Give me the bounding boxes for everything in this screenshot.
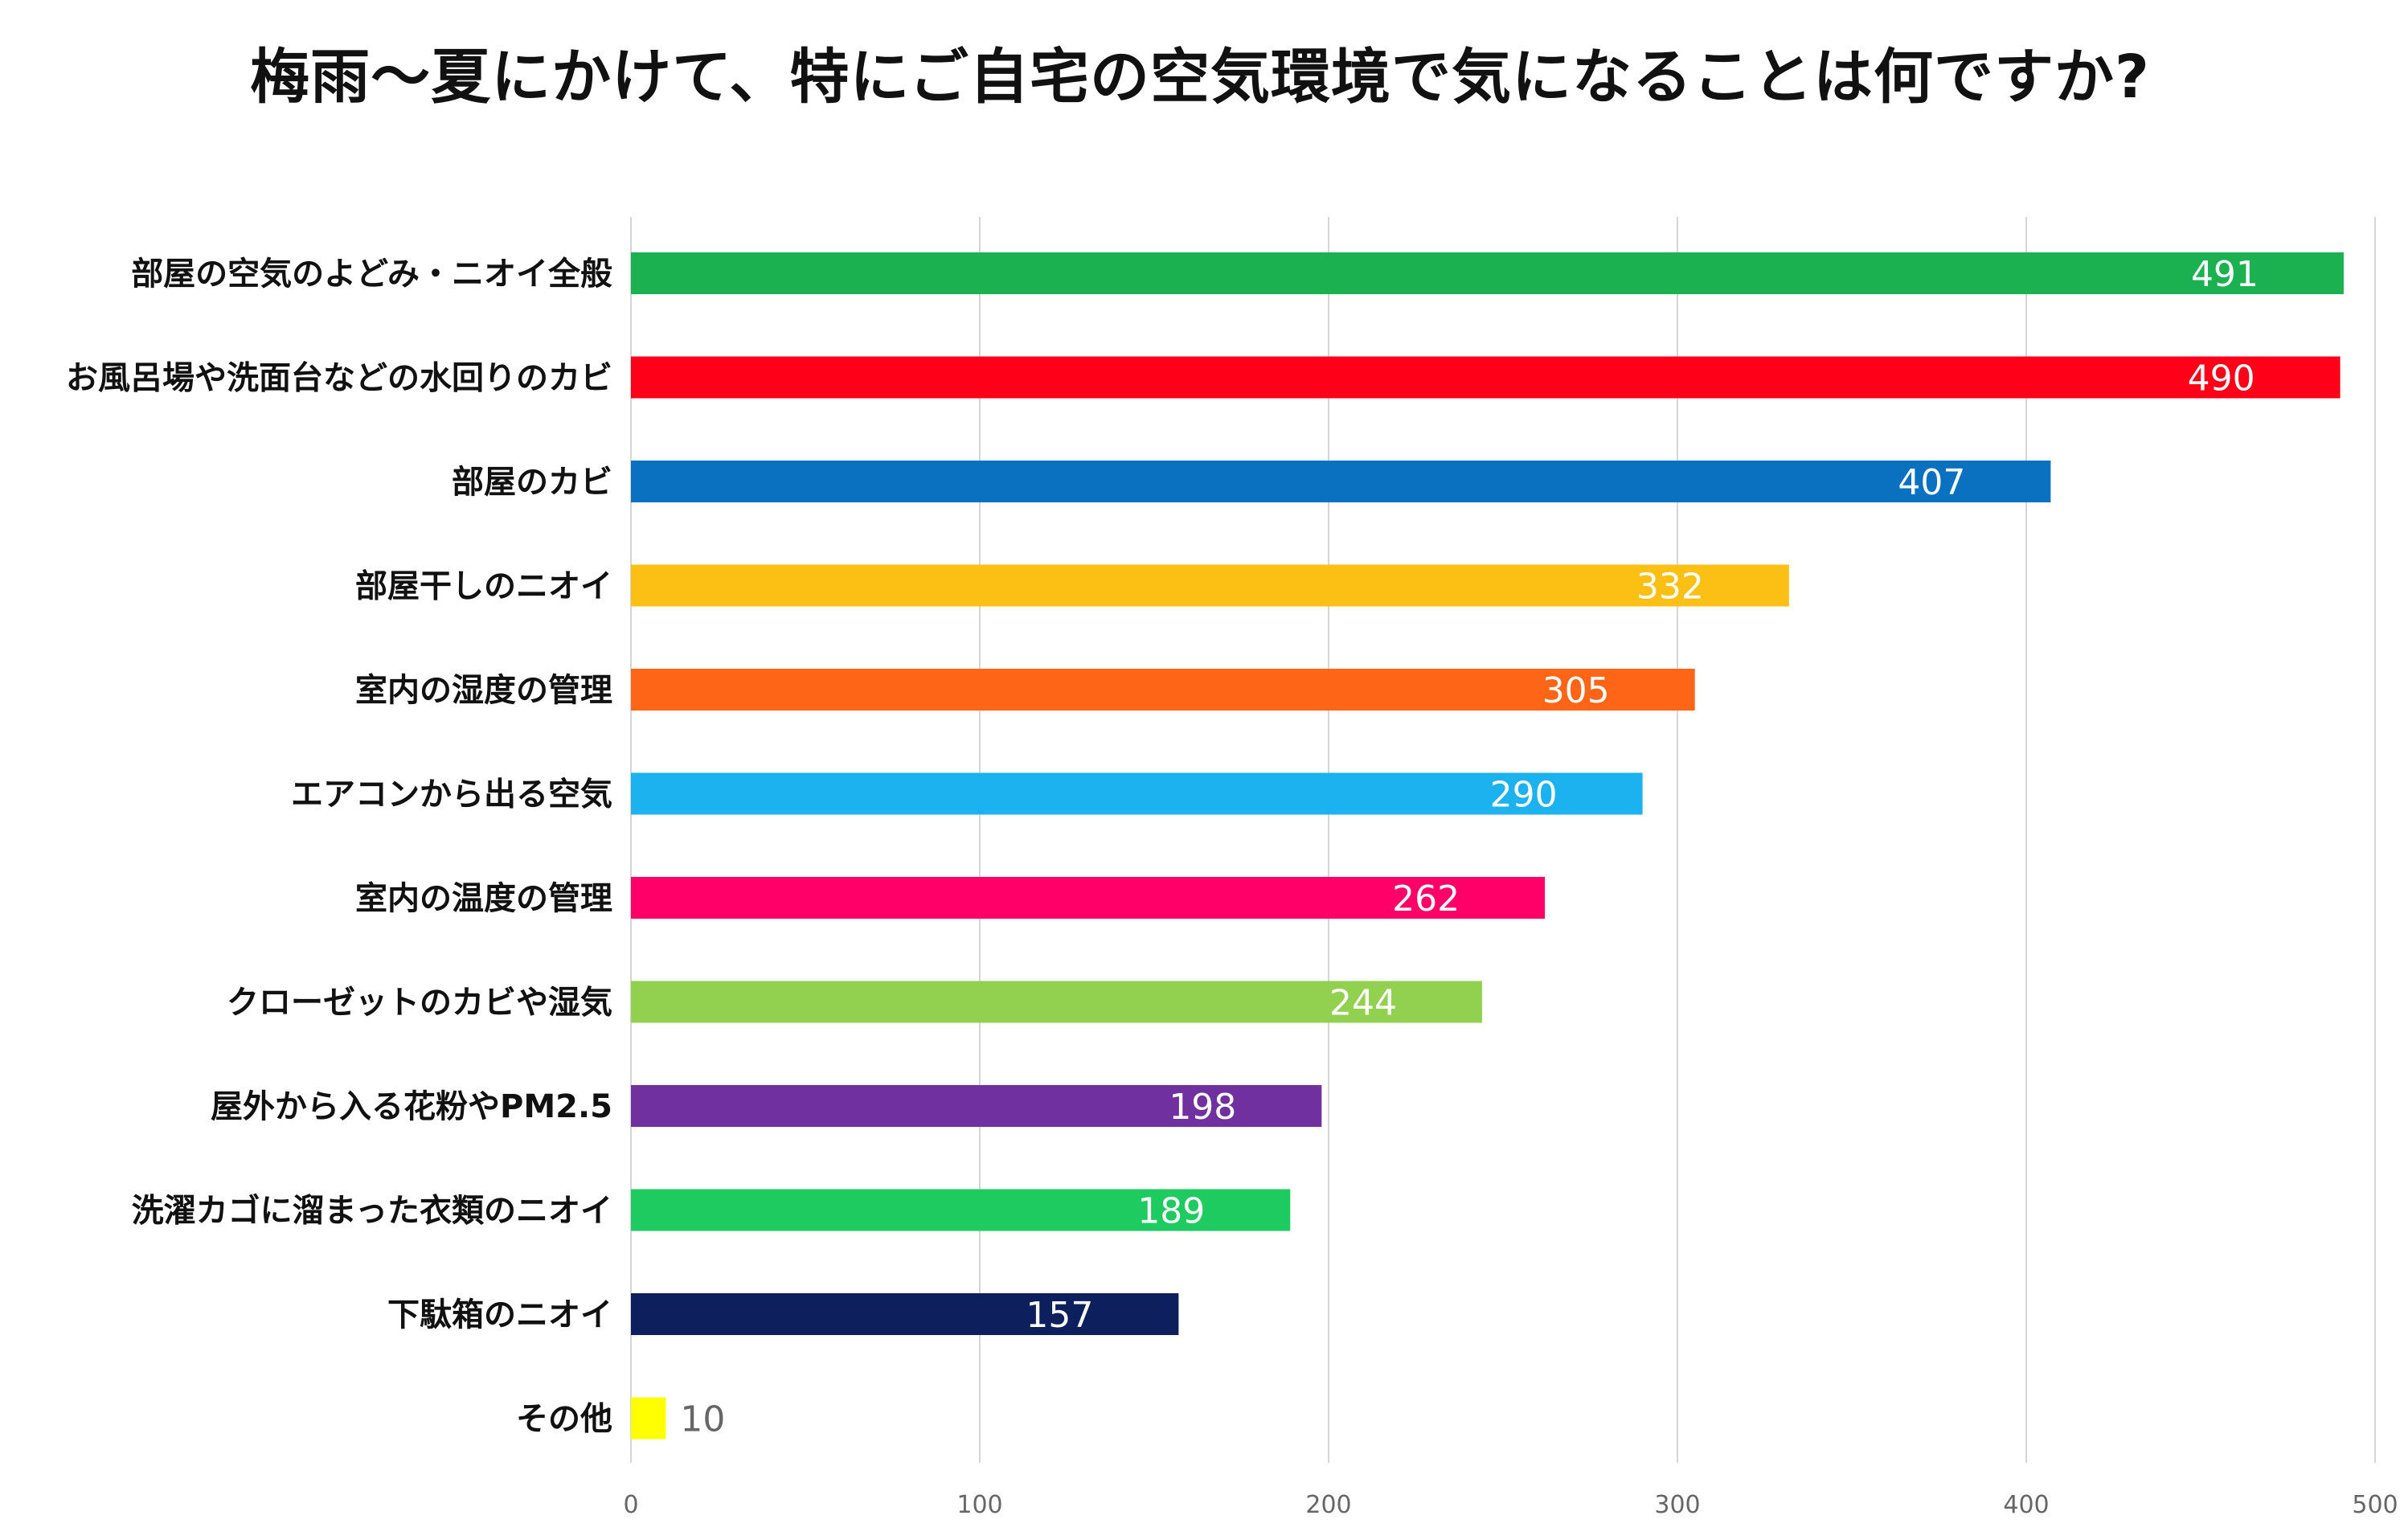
gridlines [630, 217, 2376, 1463]
bar [631, 356, 2341, 399]
x-tick-label: 100 [956, 1491, 1002, 1519]
x-tick-label: 200 [1305, 1491, 1351, 1519]
x-tick-label: 0 [623, 1491, 638, 1519]
chart-title: 梅雨〜夏にかけて、特にご自宅の空気環境で気になることは何ですか? [250, 43, 2150, 112]
data-label: 189 [1137, 1191, 1205, 1232]
data-label: 407 [1898, 462, 1965, 503]
value-labels: 491 490 407 332 305 290 262 244 198 189 157 10 [680, 254, 2259, 1440]
bar [631, 1189, 1291, 1231]
data-label: 244 [1329, 983, 1397, 1024]
data-label: 10 [680, 1399, 725, 1440]
x-axis-ticks: 0 100 200 300 400 500 [623, 1491, 2398, 1519]
bar [631, 981, 1482, 1023]
data-label: 332 [1636, 567, 1704, 608]
category-label: 洗濯カゴに溜まった衣類のニオイ [132, 1193, 612, 1230]
bar [631, 772, 1643, 815]
data-label: 290 [1490, 775, 1558, 816]
x-tick-label: 400 [2003, 1491, 2049, 1519]
category-label: クローゼットのカビや湿気 [227, 985, 612, 1022]
data-label: 490 [2188, 358, 2255, 399]
category-label: お風呂場や洗面台などの水回りのカビ [66, 360, 612, 397]
category-label: 部屋干しのニオイ [355, 568, 612, 605]
bar [631, 877, 1546, 919]
data-label: 198 [1169, 1087, 1236, 1128]
bar [631, 1397, 666, 1440]
bar [631, 1085, 1322, 1127]
category-label: その他 [516, 1401, 612, 1438]
category-label: エアコンから出る空気 [291, 776, 612, 813]
category-label: 部屋のカビ [452, 464, 612, 501]
data-label: 491 [2191, 254, 2259, 295]
bar [631, 564, 1789, 607]
category-labels: 部屋の空気のよどみ・ニオイ全般お風呂場や洗面台などの水回りのカビ部屋のカビ部屋干… [66, 256, 612, 1438]
bars [631, 252, 2344, 1440]
bar [631, 669, 1695, 711]
category-label: 下駄箱のニオイ [387, 1296, 612, 1333]
category-label: 屋外から入る花粉やPM2.5 [211, 1088, 612, 1125]
category-label: 部屋の空気のよどみ・ニオイ全般 [131, 256, 612, 293]
bar [631, 252, 2344, 294]
x-tick-label: 500 [2352, 1491, 2398, 1519]
data-label: 157 [1026, 1295, 1093, 1336]
category-label: 室内の湿度の管理 [355, 672, 612, 709]
data-label: 305 [1542, 670, 1610, 711]
category-label: 室内の温度の管理 [355, 880, 612, 917]
data-label: 262 [1392, 879, 1460, 919]
bar [631, 1293, 1179, 1335]
x-tick-label: 300 [1654, 1491, 1700, 1519]
bar [631, 461, 2051, 502]
